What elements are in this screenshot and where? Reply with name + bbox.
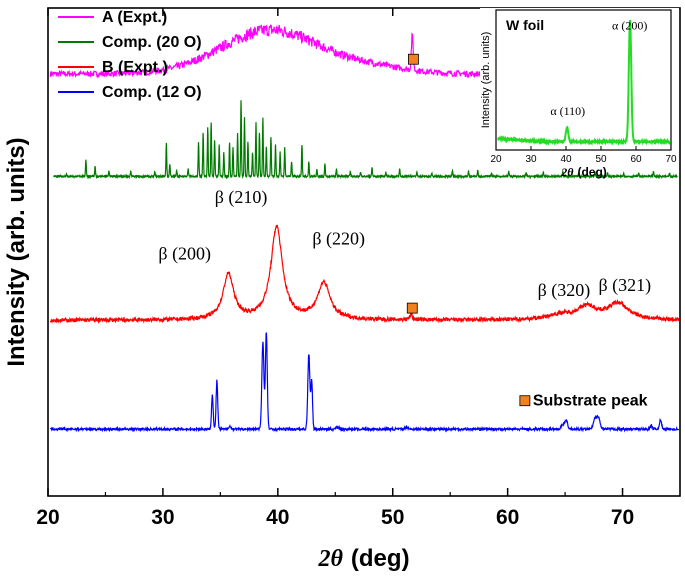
peak-label: β (320) — [538, 280, 591, 301]
inset-title: W foil — [506, 17, 544, 33]
series-line-b-expt — [49, 224, 680, 325]
x-tick-label: 70 — [611, 506, 634, 529]
substrate-legend-marker — [519, 395, 531, 407]
legend-entry-label: Comp. (20 O) — [102, 34, 202, 51]
inset-x-tick-label: 20 — [490, 154, 502, 165]
inset-peak-label: α (110) — [550, 104, 585, 118]
inset-series-group — [497, 19, 672, 146]
x-tick-label: 50 — [381, 506, 404, 529]
main-plot-frame — [47, 7, 681, 497]
inset-x-tick-label: 60 — [630, 154, 642, 165]
inset-x-axis-label-symbol: 2θ — [560, 165, 574, 179]
inset-x-axis-label-unit: (deg) — [577, 165, 606, 179]
inset-x-ticks: 20 30 40 50 60 70 — [490, 146, 677, 165]
substrate-marker — [408, 53, 419, 65]
legend: A (Expt.) Comp. (20 O) B (Expt.) Comp. (12 … — [58, 9, 202, 101]
x-tick-label: 40 — [266, 506, 289, 529]
inset-background — [480, 8, 679, 160]
inset-annotations: α (110) α (200) — [550, 19, 647, 118]
inset-peak-label: α (200) — [612, 19, 647, 33]
peak-label: β (220) — [312, 229, 365, 250]
inset-x-tick-label: 50 — [595, 154, 607, 165]
inset-series-line — [497, 19, 672, 146]
inset-x-axis-label: 2θ (deg) — [560, 165, 607, 179]
substrate-legend-label: Substrate peak — [533, 393, 648, 410]
series-line-comp-20-o — [53, 100, 678, 180]
peak-label: β (321) — [599, 275, 652, 296]
legend-entry-label: B (Expt.) — [102, 59, 168, 76]
substrate-marker — [406, 302, 418, 314]
x-tick-label: 20 — [36, 506, 59, 529]
inset-y-axis-label: Intensity (arb. units) — [480, 32, 492, 129]
peak-label: β (210) — [215, 187, 268, 208]
inset-x-tick-label: 30 — [525, 154, 537, 165]
main-annotations: β (200) β (210) β (220) β (320) β (321) Subst… — [158, 53, 652, 410]
y-axis-label: Intensity (arb. units) — [3, 137, 30, 366]
inset-x-tick-label: 70 — [665, 154, 677, 165]
inset-x-tick-label: 40 — [560, 154, 572, 165]
inset-plot-frame — [495, 9, 672, 151]
peak-label: β (200) — [158, 243, 211, 264]
series-line-comp-12-o — [49, 332, 680, 433]
legend-entry-label: A (Expt.) — [102, 9, 167, 26]
x-axis-label: 2θ (deg) — [317, 545, 409, 572]
x-axis-label-unit: (deg) — [351, 545, 410, 572]
x-tick-label: 30 — [151, 506, 174, 529]
x-axis-label-symbol: 2θ — [317, 546, 343, 572]
legend-entry-label: Comp. (12 O) — [102, 84, 202, 101]
x-tick-label: 60 — [496, 506, 519, 529]
main-x-ticks: 20 30 40 50 60 70 — [36, 8, 634, 529]
